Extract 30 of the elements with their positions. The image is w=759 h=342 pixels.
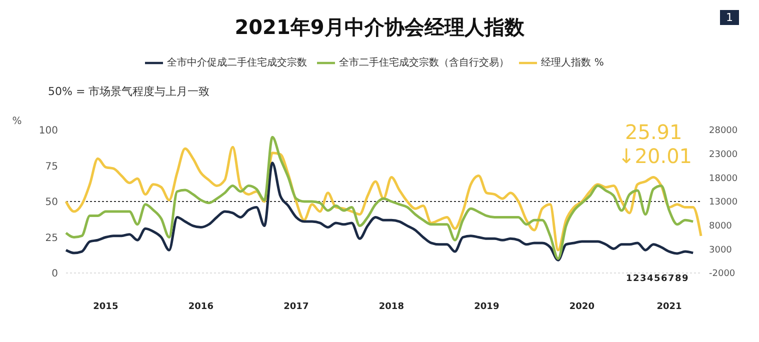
y2-tick-label: 13000 [709,198,738,208]
y-tick-label: 50 [45,197,58,208]
y2-tick-label: 28000 [709,126,738,136]
y2-tick-label: 8000 [709,222,732,232]
y2-tick-label: 3000 [709,245,732,256]
legend-label: 全市二手住宅成交宗数（含自行交易） [339,58,510,69]
text: 1 [720,10,739,25]
x-tick-label: 2020 [569,302,594,312]
chart-title: 2021年9月中介协会经理人指数 [234,15,524,39]
text: 50% = 市场景气程度与上月一致 [48,84,210,99]
x-tick-label: 2019 [474,302,500,312]
legend-label: 全市中介促成二手住宅成交宗数 [167,58,308,69]
y2-tick-label: -2000 [709,269,736,280]
x-tick-label: 2021 [656,302,682,312]
y-tick-label: 75 [45,161,58,172]
y2-tick-label: 23000 [709,150,738,160]
y-tick-label: 100 [38,126,58,137]
y-tick-label: 0 [52,268,58,280]
x-tick-label: 2015 [93,302,118,312]
y2-tick-label: 18000 [709,174,738,184]
x-tick-label: 2018 [378,302,404,312]
x-tick-label: 2016 [188,302,214,312]
y-tick-label: 25 [45,232,58,244]
y-axis-title: % [12,116,22,127]
annotation: ↓20.01 [618,144,692,168]
annotation: 1 2 3 4 5 6 7 8 9 [626,274,688,284]
legend-label: 经理人指数 % [541,58,604,69]
line-series [64,162,694,262]
annotation: 25.91 [625,120,682,144]
x-tick-label: 2017 [284,302,309,312]
